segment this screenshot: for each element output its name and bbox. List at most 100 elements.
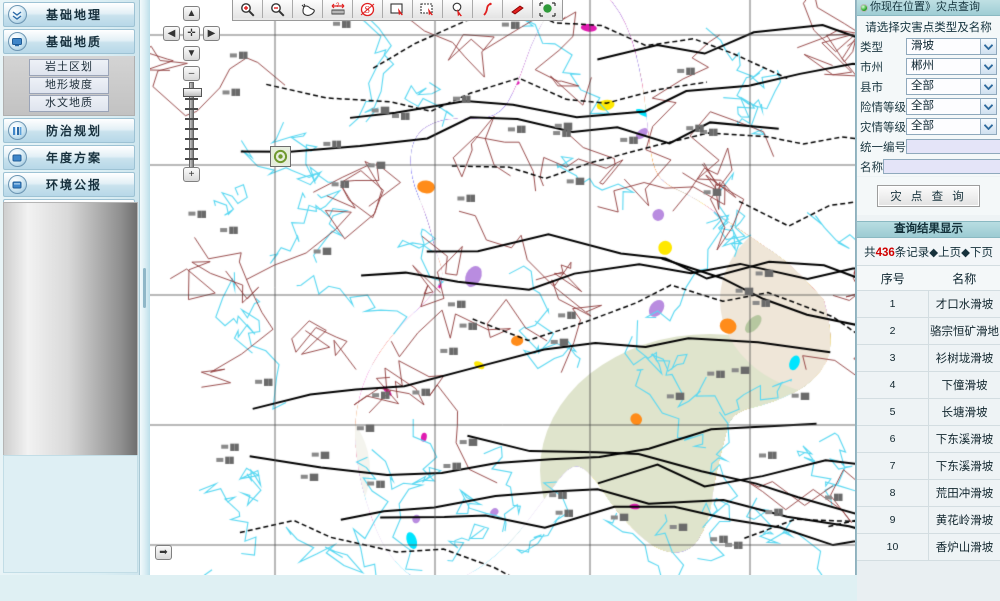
line-draw-icon[interactable] <box>473 0 503 18</box>
sidebar-subgroup-geology: 岩土区划 地形坡度 水文地质 <box>3 56 135 116</box>
label-type: 类型 <box>860 39 906 55</box>
report-icon <box>6 175 28 195</box>
select-disaster-level[interactable]: 全部 <box>906 118 997 135</box>
eraser-icon[interactable] <box>503 0 533 18</box>
pan-up-button[interactable]: ▲ <box>183 6 200 21</box>
chevron-down-icon[interactable] <box>980 59 996 74</box>
cell-name[interactable]: 荒田冲滑坡 <box>929 480 1000 507</box>
select-county[interactable]: 全部 <box>906 78 997 95</box>
cell-index: 7 <box>857 453 929 480</box>
cell-index: 3 <box>857 345 929 372</box>
label-risk-level: 险情等级 <box>860 99 906 115</box>
application-window: 基础地理 基础地质 岩土区划 地形坡度 水文地质 防治规划 <box>0 0 1000 575</box>
poly-select-icon[interactable] <box>413 0 443 18</box>
sidebar-subitem-rock-soil-zoning[interactable]: 岩土区划 <box>29 59 109 76</box>
col-header-name: 名称 <box>929 266 1000 291</box>
query-button[interactable]: 灾 点 查 询 <box>877 185 980 207</box>
pan-bottom-left-button[interactable]: ➡ <box>155 545 172 560</box>
sidebar-item-basic-geology[interactable]: 基础地质 <box>3 29 135 54</box>
splitter-grip[interactable] <box>143 268 146 308</box>
sidebar-item-label: 年度方案 <box>28 149 134 166</box>
cell-name[interactable]: 下东溪滑坡 <box>929 426 1000 453</box>
status-dot-icon <box>860 4 868 12</box>
chevron-double-down-icon <box>6 5 28 25</box>
form-row-disaster-level: 灾情等级 全部 <box>860 117 997 136</box>
form-heading: 请选择灾害点类型及名称 <box>857 16 1000 37</box>
cell-name[interactable]: 衫树垅滑坡 <box>929 345 1000 372</box>
full-extent-icon[interactable] <box>533 0 562 18</box>
rect-select-icon[interactable] <box>383 0 413 18</box>
geology-map-canvas[interactable] <box>150 0 855 575</box>
form-row-name: 名称 <box>860 157 997 176</box>
zoom-in-icon[interactable] <box>233 0 263 18</box>
cell-name[interactable]: 才口水滑坡 <box>929 291 1000 318</box>
cell-name[interactable]: 下东溪滑坡 <box>929 453 1000 480</box>
chevron-down-icon[interactable] <box>980 79 996 94</box>
table-header-row: 序号 名称 <box>857 266 1000 291</box>
cell-index: 1 <box>857 291 929 318</box>
select-s-icon[interactable]: S <box>353 0 383 18</box>
sidebar-item-label: 基础地质 <box>28 33 134 50</box>
pager-next-link[interactable]: ◆下页 <box>961 247 993 259</box>
cell-index: 6 <box>857 426 929 453</box>
query-button-wrap: 灾 点 查 询 <box>857 177 1000 215</box>
zoom-out-button[interactable]: – <box>183 66 200 81</box>
panel-location-bar: 你现在位置》灾点查询 <box>857 0 1000 16</box>
cell-name[interactable]: 骆宗恒矿滑地 <box>929 318 1000 345</box>
cell-name[interactable]: 黄花岭滑坡 <box>929 507 1000 534</box>
zoom-slider[interactable] <box>183 82 200 166</box>
sidebar-item-environment-bulletin[interactable]: 环境公报 <box>3 172 135 197</box>
query-form: 类型 滑坡 市州 郴州 县市 <box>857 37 1000 176</box>
cell-name[interactable]: 下僮滑坡 <box>929 372 1000 399</box>
label-unified-code: 统一编号 <box>860 139 906 155</box>
pan-down-button[interactable]: ▼ <box>183 46 200 61</box>
pager-prev-link[interactable]: ◆上页 <box>929 247 961 259</box>
cell-name[interactable]: 香炉山滑坡 <box>929 534 1000 561</box>
sidebar-subitem-terrain-slope[interactable]: 地形坡度 <box>29 77 109 94</box>
zoom-in-button[interactable]: + <box>183 167 200 182</box>
chevron-down-icon[interactable] <box>980 119 996 134</box>
pan-center-button[interactable]: ✛ <box>183 26 200 41</box>
zoom-slider-thumb[interactable] <box>183 88 202 97</box>
pager-prefix: 共 <box>864 247 876 259</box>
select-risk-level[interactable]: 全部 <box>906 98 997 115</box>
map-center-marker-icon <box>270 146 291 167</box>
cell-index: 4 <box>857 372 929 399</box>
sidebar-item-label: 防治规划 <box>28 122 134 139</box>
zoom-out-icon[interactable] <box>263 0 293 18</box>
sidebar-subitem-hydrogeology[interactable]: 水文地质 <box>29 95 109 112</box>
chevron-down-icon[interactable] <box>980 39 996 54</box>
select-city-value: 郴州 <box>907 59 980 74</box>
unified-code-input[interactable] <box>906 139 1000 154</box>
select-risk-level-value: 全部 <box>907 99 980 114</box>
pan-right-button[interactable]: ▶ <box>203 26 220 41</box>
circle-select-icon[interactable] <box>443 0 473 18</box>
measure-icon[interactable]: ? <box>323 0 353 18</box>
select-county-value: 全部 <box>907 79 980 94</box>
pan-left-button[interactable]: ◀ <box>163 26 180 41</box>
label-disaster-level: 灾情等级 <box>860 119 906 135</box>
sidebar-item-basic-geography[interactable]: 基础地理 <box>3 2 135 27</box>
select-type[interactable]: 滑坡 <box>906 38 997 55</box>
select-city[interactable]: 郴州 <box>906 58 997 75</box>
chevron-down-icon[interactable] <box>980 99 996 114</box>
name-input[interactable] <box>883 159 1000 174</box>
pan-hand-icon[interactable] <box>293 0 323 18</box>
map-viewport[interactable]: ? S ▲ ◀ ✛ <box>150 0 856 575</box>
sidebar-item-prevention-plan[interactable]: 防治规划 <box>3 118 135 143</box>
cell-name[interactable]: 长塘滑坡 <box>929 399 1000 426</box>
right-panel: 你现在位置》灾点查询 请选择灾害点类型及名称 类型 滑坡 市州 郴州 <box>856 0 1000 575</box>
form-row-city: 市州 郴州 <box>860 57 997 76</box>
sidebar-item-annual-plan[interactable]: 年度方案 <box>3 145 135 170</box>
